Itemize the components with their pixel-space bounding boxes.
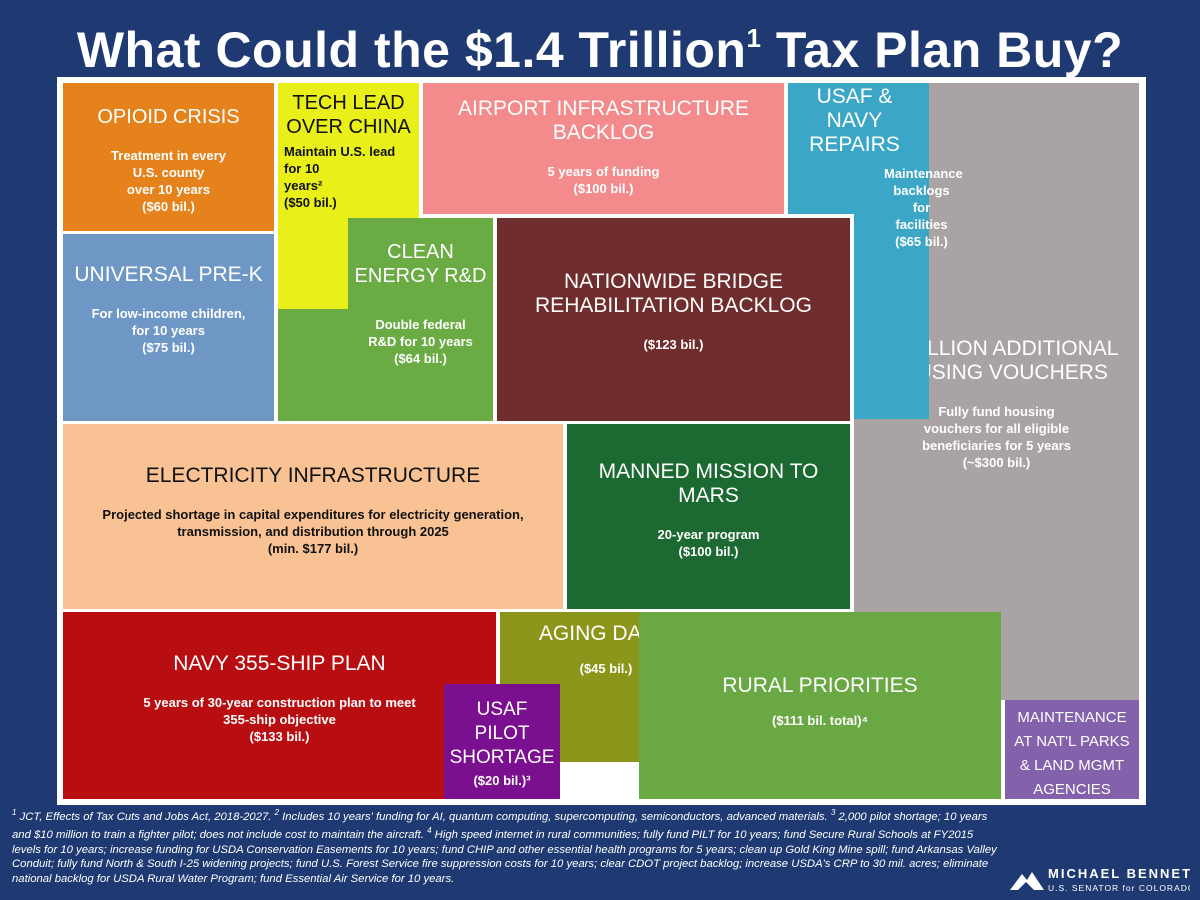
tile-clean: CLEAN ENERGY R&D Double federal R&D for 10… <box>348 218 493 421</box>
tile-navy-heading: NAVY 355-SHIP PLAN <box>173 652 386 675</box>
tile-usaf-lower-bg <box>854 214 929 419</box>
tile-tech-heading: TECH LEAD OVER CHINA <box>286 92 411 138</box>
tile-opioid-desc-line: Treatment in every <box>111 148 226 163</box>
tile-usaf-description: Maintenance backlogs for facilities ($65 bi… <box>818 165 963 250</box>
tile-prek-description: For low-income children, for 10 years ($75… <box>92 305 246 356</box>
tile-clean-desc-line: R&D for 10 years <box>368 334 473 349</box>
tile-prek: UNIVERSAL PRE-K For low-income children, f… <box>63 234 274 421</box>
tile-housing-desc-line: (~$300 bil.) <box>962 455 1031 470</box>
tile-mars-description: 20-year program ($100 bil.) <box>658 526 760 560</box>
tile-pilot-description: ($20 bil.)³ <box>473 772 530 789</box>
tile-clean-description: Double federal R&D for 10 years ($64 bil.) <box>368 316 473 367</box>
tile-housing-desc-line: Fully fund housing <box>938 404 1055 419</box>
title-text: What Could the $1.4 Trillion <box>76 22 747 78</box>
tile-mars: MANNED MISSION TO MARS 20-year program ($1… <box>567 424 850 609</box>
tile-pilot: USAF PILOT SHORTAGE ($20 bil.)³ <box>444 684 560 799</box>
tile-airport-heading: AIRPORT INFRASTRUCTURE BACKLOG <box>458 97 749 144</box>
footnote-mark: 3 <box>830 808 836 817</box>
tile-usaf-desc-line: Maintenance <box>884 166 963 181</box>
tile-rural-description: ($111 bil. total)⁴ <box>772 712 868 729</box>
tile-prek-desc-line: for 10 years <box>131 323 205 338</box>
tile-navy: NAVY 355-SHIP PLAN 5 years of 30-year con… <box>63 612 496 799</box>
tile-electric: ELECTRICITY INFRASTRUCTURE Projected shor… <box>63 424 563 609</box>
footnote-text: High speed internet in rural communities… <box>12 829 997 885</box>
tile-bridge: NATIONWIDE BRIDGE REHABILITATION BACKLOG… <box>497 218 850 421</box>
tile-housing-desc-line: vouchers for all eligible <box>923 421 1070 436</box>
tile-opioid-desc-line: ($60 bil.) <box>142 199 195 214</box>
tile-prek-desc-line: For low-income children, <box>91 306 246 321</box>
tile-clean-desc-line: ($64 bil.) <box>394 351 447 366</box>
tile-mars-desc-line: 20-year program <box>657 527 760 542</box>
tile-clean-bg-0 <box>278 309 348 421</box>
tile-housing-heading: 10 MILLION ADDITIONAL HOUSING VOUCHERS <box>874 337 1119 384</box>
tile-mars-heading: MANNED MISSION TO MARS <box>598 460 819 507</box>
tile-housing-description: Fully fund housing vouchers for all eligi… <box>922 403 1071 471</box>
tile-dams-description: ($45 bil.) <box>580 660 633 677</box>
tile-usaf-desc-line: facilities <box>895 217 948 232</box>
tile-airport-desc-line: 5 years of funding <box>547 164 660 179</box>
tile-parks: MAINTENANCE AT NAT'L PARKS & LAND MGMT A… <box>1005 700 1139 799</box>
tile-electric-description: Projected shortage in capital expenditur… <box>102 506 523 557</box>
tile-pilot-desc-line: ($20 bil.)³ <box>473 773 531 788</box>
tile-clean-heading: CLEAN ENERGY R&D <box>354 241 487 287</box>
tile-mars-desc-line: ($100 bil.) <box>678 544 739 559</box>
tile-rural-heading: RURAL PRIORITIES <box>722 674 918 697</box>
tile-usaf-desc-line: ($65 bil.) <box>895 234 948 249</box>
tile-parks-heading: MAINTENANCE AT NAT'L PARKS & LAND MGMT A… <box>1014 709 1130 798</box>
footnote-mark: 4 <box>427 826 432 836</box>
tile-tech-desc-line: for 10 <box>284 161 320 176</box>
tile-usaf: USAF & NAVY REPAIRS Maintenance backlogs f… <box>788 83 963 249</box>
tile-prek-heading: UNIVERSAL PRE-K <box>74 263 263 286</box>
footnote-mark: 1 <box>12 808 17 817</box>
tile-tech-desc-line: ($50 bil.) <box>284 195 337 210</box>
tile-electric-desc-line: Projected shortage in capital expenditur… <box>102 507 524 522</box>
tile-navy-description: 5 years of 30-year construction plan to … <box>143 694 415 745</box>
tile-opioid-heading: OPIOID CRISIS <box>97 106 240 128</box>
footnote-text: 2,000 pilot shortage; 10 years and $10 m… <box>12 810 988 842</box>
tile-airport-description: 5 years of funding ($100 bil.) <box>548 163 660 197</box>
tile-rural-desc-line: ($111 bil. total)⁴ <box>771 713 868 728</box>
tile-tech-description: Maintain U.S. lead for 10 years² ($50 bil.) <box>278 143 395 211</box>
tile-usaf-desc-line: backlogs for <box>893 183 950 215</box>
tile-clean-desc-line: Double federal <box>375 317 466 332</box>
tile-airport-desc-line: ($100 bil.) <box>573 181 634 196</box>
tile-electric-heading: ELECTRICITY INFRASTRUCTURE <box>145 464 481 487</box>
tile-tech-desc-line: years² <box>284 178 323 193</box>
logo-name: MICHAEL BENNET <box>1048 866 1190 881</box>
tile-housing-desc-line: beneficiaries for 5 years <box>922 438 1071 453</box>
tile-usaf-heading: USAF & NAVY REPAIRS <box>809 85 900 156</box>
tile-opioid: OPIOID CRISIS Treatment in every U.S. coun… <box>63 83 274 231</box>
tile-opioid-description: Treatment in every U.S. county over 10 yea… <box>111 147 226 215</box>
logo-subtitle: U.S. SENATOR for COLORADO <box>1048 883 1190 893</box>
tile-pilot-heading: USAF PILOT SHORTAGE <box>449 699 555 768</box>
tile-opioid-desc-line: over 10 years <box>126 182 211 197</box>
footnote-text: JCT, Effects of Tax Cuts and Jobs Act, 2… <box>16 810 275 823</box>
tile-tech-desc-line: Maintain U.S. lead <box>284 144 396 159</box>
tile-dams-desc-line: ($45 bil.) <box>579 661 633 676</box>
senator-logo: MICHAEL BENNET U.S. SENATOR for COLORADO <box>1010 866 1190 893</box>
page-title: What Could the $1.4 Trillion1 Tax Plan B… <box>0 0 1200 78</box>
title-rest: Tax Plan Buy? <box>761 22 1124 78</box>
tile-opioid-desc-line: U.S. county <box>132 165 205 180</box>
tile-bridge-description: ($123 bil.) <box>644 336 704 353</box>
tile-bridge-heading: NATIONWIDE BRIDGE REHABILITATION BACKLOG <box>535 270 812 317</box>
tile-navy-desc-line: ($133 bil.) <box>249 729 310 744</box>
tile-airport: AIRPORT INFRASTRUCTURE BACKLOG 5 years of… <box>423 83 784 214</box>
title-footnote-mark: 1 <box>746 23 762 53</box>
treemap-board: 10 MILLION ADDITIONAL HOUSING VOUCHERS Fu… <box>57 77 1146 805</box>
tile-electric-desc-line: transmission, and distribution through 2… <box>177 524 449 539</box>
tile-bridge-desc-line: ($123 bil.) <box>643 337 704 352</box>
mountain-icon <box>1010 872 1044 890</box>
footnote-mark: 2 <box>274 808 279 817</box>
footnote-text: Includes 10 years' funding for AI, quant… <box>279 810 831 823</box>
tile-navy-desc-line: 5 years of 30-year construction plan to … <box>143 695 416 710</box>
tile-navy-desc-line: 355-ship objective <box>223 712 336 727</box>
tile-rural: RURAL PRIORITIES ($111 bil. total)⁴ <box>639 612 1001 799</box>
tile-prek-desc-line: ($75 bil.) <box>142 340 195 355</box>
footnotes: 1 JCT, Effects of Tax Cuts and Jobs Act,… <box>12 806 997 887</box>
tile-electric-desc-line: (min. $177 bil.) <box>267 541 359 556</box>
